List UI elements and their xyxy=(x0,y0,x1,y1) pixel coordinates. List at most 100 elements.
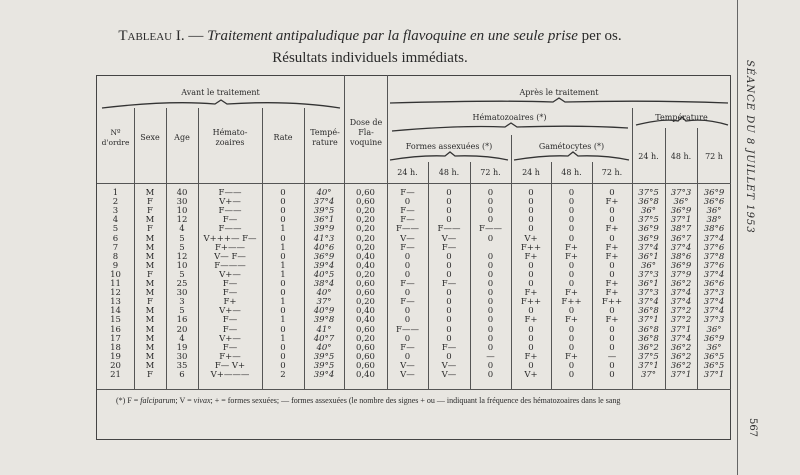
cell-temp-avant: 40°6 xyxy=(313,242,335,253)
cell-temp-72: 37°6 xyxy=(703,260,725,271)
cell-assex-72: 0 xyxy=(487,324,494,335)
cell-assex-72: 0 xyxy=(487,269,494,280)
cell-temp-72: 37°3 xyxy=(703,315,725,326)
cell-assex-48: V— xyxy=(441,233,457,244)
cell-sexe: M xyxy=(145,342,155,353)
brace-gametocytes xyxy=(513,151,630,161)
cell-assex-24: F— xyxy=(400,188,415,198)
cell-no: 14 xyxy=(110,306,121,317)
cell-temp-72: 38°6 xyxy=(703,224,725,235)
cell-dose: 0,20 xyxy=(356,233,375,244)
cell-assex-48: 0 xyxy=(446,215,452,226)
column-divider xyxy=(344,75,345,389)
cell-no: 3 xyxy=(112,206,119,217)
header-temp-48: 48 h. xyxy=(670,152,692,161)
column-divider xyxy=(166,108,167,389)
cell-assex-48: 0 xyxy=(446,206,452,217)
cell-rate: 0 xyxy=(280,233,286,244)
cell-assex-72: 0 xyxy=(487,206,494,217)
cell-gam-48: F+ xyxy=(564,251,579,262)
cell-hemato: F——— xyxy=(214,260,246,271)
cell-hemato: F— xyxy=(222,324,238,335)
header-gam-72: 72 h. xyxy=(601,168,623,177)
column-divider xyxy=(470,162,471,389)
cell-gam-48: 0 xyxy=(568,224,575,235)
cell-temp-24: 37° xyxy=(640,370,657,380)
cell-temp-48: 37°9 xyxy=(670,269,692,280)
cell-temp-72: 36°6 xyxy=(703,197,725,208)
cell-temp-72: 36° xyxy=(706,206,722,217)
cell-dose: 0,40 xyxy=(356,251,375,262)
header-assex-24: 24 h. xyxy=(397,168,418,177)
cell-gam-48: 0 xyxy=(568,333,575,344)
cell-temp-72: 37°1 xyxy=(703,370,725,380)
cell-temp-24: 37°5 xyxy=(638,351,659,362)
cell-rate: 1 xyxy=(280,333,286,344)
cell-age: 5 xyxy=(179,233,185,244)
cell-gam-48: 0 xyxy=(568,342,575,353)
cell-temp-24: 36°2 xyxy=(638,342,659,353)
cell-gam-72: F+ xyxy=(605,251,619,262)
cell-dose: 0,20 xyxy=(356,269,375,280)
header-sexe: Sexe xyxy=(140,133,160,142)
cell-temp-avant: 37° xyxy=(316,297,332,308)
cell-gam-72: 0 xyxy=(609,269,615,280)
cell-temp-72: 37°3 xyxy=(703,288,725,299)
cell-no: 6 xyxy=(112,233,119,244)
cell-hemato: F—— xyxy=(218,188,242,198)
cell-assex-72: 0 xyxy=(487,333,494,344)
cell-dose: 0,20 xyxy=(356,297,375,308)
cell-gam-48: 0 xyxy=(568,370,575,380)
cell-temp-72: 37°4 xyxy=(703,269,725,280)
cell-dose: 0,40 xyxy=(356,306,375,317)
cell-dose: 0,60 xyxy=(356,342,375,353)
title-lead: Tableau I. — xyxy=(118,28,204,44)
cell-hemato: F+—— xyxy=(214,242,246,253)
column-divider xyxy=(697,128,698,389)
cell-temp-avant: 36°1 xyxy=(313,215,335,226)
cell-assex-48: 0 xyxy=(446,288,452,299)
cell-assex-72: 0 xyxy=(487,306,494,317)
cell-temp-72: 36° xyxy=(706,324,722,335)
footnote-mid: ; V = xyxy=(175,396,192,405)
cell-assex-72: 0 xyxy=(487,197,494,208)
cell-age: 40 xyxy=(176,188,188,198)
cell-assex-48: 0 xyxy=(446,197,452,208)
cell-temp-48: 37°4 xyxy=(670,333,692,344)
cell-gam-24: F+ xyxy=(524,288,538,299)
cell-hemato: F+— xyxy=(219,351,241,362)
table-frame xyxy=(96,75,731,440)
footnote-vivax: vivax xyxy=(193,396,211,405)
cell-sexe: M xyxy=(145,351,155,362)
cell-age: 4 xyxy=(179,333,185,344)
cell-gam-72: 0 xyxy=(609,342,615,353)
cell-hemato: F—— xyxy=(218,224,242,235)
cell-temp-avant: 40°9 xyxy=(313,306,335,317)
cell-temp-24: 36°1 xyxy=(638,251,659,262)
cell-sexe: M xyxy=(145,360,155,371)
cell-age: 30 xyxy=(176,197,188,208)
cell-gam-24: V+ xyxy=(524,233,538,244)
cell-temp-48: 36°2 xyxy=(670,351,692,362)
column-divider xyxy=(262,108,263,389)
cell-rate: 0 xyxy=(280,324,286,335)
cell-dose: 0,40 xyxy=(356,260,375,271)
cell-rate: 0 xyxy=(280,360,286,371)
cell-temp-72: 36°6 xyxy=(703,279,725,289)
column-divider xyxy=(134,108,135,389)
cell-temp-avant: 39°4 xyxy=(313,260,335,271)
cell-temp-avant: 40°5 xyxy=(313,269,335,280)
cell-rate: 0 xyxy=(280,251,286,262)
header-assexuees: Formes assexuées (*) xyxy=(405,142,493,151)
cell-gam-48: F+ xyxy=(564,242,579,253)
cell-temp-72: 37°8 xyxy=(703,251,725,262)
cell-age: 12 xyxy=(176,251,188,262)
cell-assex-24: V— xyxy=(400,233,415,244)
cell-temp-48: 38°6 xyxy=(670,251,692,262)
cell-temp-24: 37°1 xyxy=(638,360,659,371)
cell-assex-24: 0 xyxy=(404,251,411,262)
cell-temp-72: 36°9 xyxy=(703,188,725,198)
cell-temp-24: 36°8 xyxy=(638,324,659,335)
cell-no: 17 xyxy=(110,333,121,344)
